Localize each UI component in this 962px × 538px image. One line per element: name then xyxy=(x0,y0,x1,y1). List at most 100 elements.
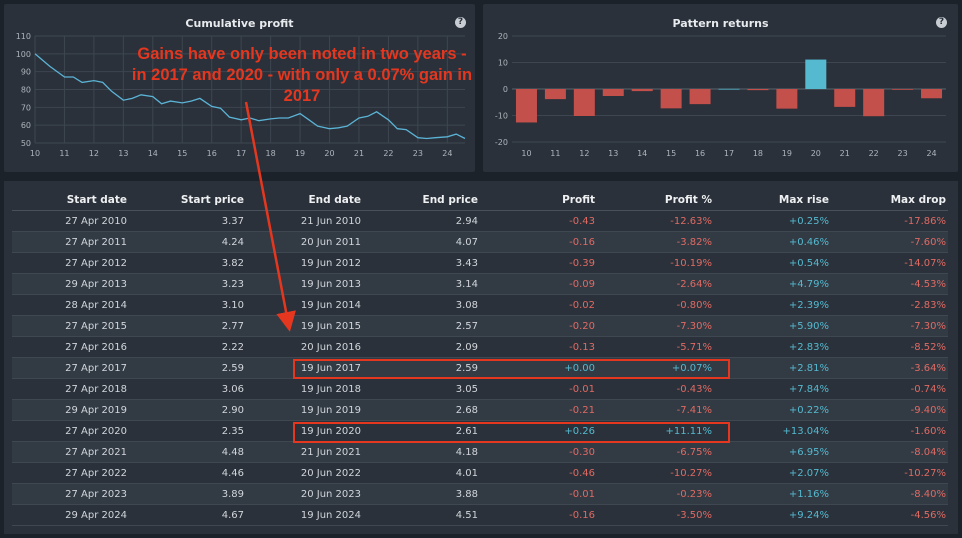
table-cell: -4.53% xyxy=(831,273,948,295)
table-cell: 27 Apr 2011 xyxy=(12,231,129,253)
table-cell: 4.18 xyxy=(363,441,480,463)
bar xyxy=(834,89,856,107)
table-cell: +0.00 xyxy=(480,357,597,379)
x-tick-label: 22 xyxy=(383,149,393,158)
table-cell: +2.83% xyxy=(714,336,831,358)
table-cell: -12.63% xyxy=(597,210,714,232)
table-cell: -14.07% xyxy=(831,252,948,274)
table-cell: 27 Apr 2023 xyxy=(12,483,129,505)
table-cell: 27 Apr 2017 xyxy=(12,357,129,379)
table-header-row: Start date Start price End date End price Pr… xyxy=(12,190,948,211)
table-cell: +4.79% xyxy=(714,273,831,295)
table-cell: 19 Jun 2017 xyxy=(246,357,363,379)
column-header[interactable]: Max drop xyxy=(831,190,948,211)
table-row: 27 Apr 2023 3.89 20 Jun 2023 3.88 -0.01 -0.23… xyxy=(12,483,948,505)
x-tick-label: 10 xyxy=(30,149,40,158)
table-cell: 4.46 xyxy=(129,462,246,484)
table-cell: -0.23% xyxy=(597,483,714,505)
table-cell: 21 Jun 2010 xyxy=(246,210,363,232)
help-icon[interactable]: ? xyxy=(936,17,947,28)
table-cell: -8.52% xyxy=(831,336,948,358)
table-cell: 4.24 xyxy=(129,231,246,253)
table-cell: 2.22 xyxy=(129,336,246,358)
table-cell: 19 Jun 2024 xyxy=(246,504,363,526)
table-cell: 3.05 xyxy=(363,378,480,400)
table-cell: 2.09 xyxy=(363,336,480,358)
column-header[interactable]: Start price xyxy=(129,190,246,211)
bar xyxy=(776,89,798,109)
table-cell: 2.57 xyxy=(363,315,480,337)
table-row: 27 Apr 2015 2.77 19 Jun 2015 2.57 -0.20 -7.30… xyxy=(12,315,948,337)
column-header[interactable]: Start date xyxy=(12,190,129,211)
column-header[interactable]: Profit xyxy=(480,190,597,211)
table-cell: -8.40% xyxy=(831,483,948,505)
table-cell: +2.81% xyxy=(714,357,831,379)
x-tick-label: 12 xyxy=(89,149,99,158)
table-cell: 4.48 xyxy=(129,441,246,463)
table-cell: 20 Jun 2011 xyxy=(246,231,363,253)
table-cell: 28 Apr 2014 xyxy=(12,294,129,316)
table-cell: -3.50% xyxy=(597,504,714,526)
y-tick-label: 10 xyxy=(498,59,508,68)
column-header[interactable]: End price xyxy=(363,190,480,211)
table-cell: 3.37 xyxy=(129,210,246,232)
bar xyxy=(689,89,711,105)
x-tick-label: 11 xyxy=(59,149,69,158)
x-tick-label: 17 xyxy=(724,149,734,158)
x-tick-label: 10 xyxy=(521,149,531,158)
table-row: 27 Apr 2017 2.59 19 Jun 2017 2.59 +0.00 +0.07… xyxy=(12,357,948,379)
y-tick-label: 20 xyxy=(498,32,508,41)
table-cell: -10.27% xyxy=(597,462,714,484)
results-table: Start date Start price End date End price Pr… xyxy=(12,190,948,526)
column-header[interactable]: Profit % xyxy=(597,190,714,211)
table-cell: 29 Apr 2024 xyxy=(12,504,129,526)
table-cell: 3.88 xyxy=(363,483,480,505)
table-row: 27 Apr 2010 3.37 21 Jun 2010 2.94 -0.43 -12.6… xyxy=(12,210,948,232)
x-tick-label: 13 xyxy=(118,149,128,158)
x-tick-label: 20 xyxy=(324,149,334,158)
x-tick-label: 13 xyxy=(608,149,618,158)
table-cell: 27 Apr 2022 xyxy=(12,462,129,484)
x-tick-label: 11 xyxy=(550,149,560,158)
x-tick-label: 21 xyxy=(840,149,850,158)
table-cell: -0.16 xyxy=(480,504,597,526)
help-icon[interactable]: ? xyxy=(455,17,466,28)
annotation-arrow-line xyxy=(244,101,296,332)
y-tick-label: 80 xyxy=(21,86,31,95)
pattern-returns-chart: -20 -10 0 10 20 10 11 12 13 14 15 16 17 18 19 20 21 22 23 2… xyxy=(495,32,946,158)
series-line xyxy=(34,53,466,140)
table-cell: +6.95% xyxy=(714,441,831,463)
table-cell: -1.60% xyxy=(831,420,948,442)
column-header[interactable]: Max rise xyxy=(714,190,831,211)
table-cell: -0.43% xyxy=(597,378,714,400)
table-row: 27 Apr 2020 2.35 19 Jun 2020 2.61 +0.26 +11.1… xyxy=(12,420,948,442)
table-cell: 27 Apr 2010 xyxy=(12,210,129,232)
x-tick-label: 18 xyxy=(266,149,276,158)
table-cell: +2.39% xyxy=(714,294,831,316)
annotation-text: Gains have only been noted in two years … xyxy=(131,45,473,105)
table-cell: 19 Jun 2014 xyxy=(246,294,363,316)
table-cell: 20 Jun 2022 xyxy=(246,462,363,484)
table-cell: 3.10 xyxy=(129,294,246,316)
table-cell: 2.68 xyxy=(363,399,480,421)
table-cell: 4.07 xyxy=(363,231,480,253)
table-cell: 2.59 xyxy=(363,357,480,379)
table-cell: +13.04% xyxy=(714,420,831,442)
cumulative-profit-title: Cumulative profit xyxy=(185,17,294,30)
table-cell: 2.90 xyxy=(129,399,246,421)
table-cell: -10.19% xyxy=(597,252,714,274)
x-tick-label: 24 xyxy=(442,149,452,158)
bar xyxy=(544,89,566,100)
table-cell: 27 Apr 2018 xyxy=(12,378,129,400)
table-cell: 2.94 xyxy=(363,210,480,232)
table-cell: -3.64% xyxy=(831,357,948,379)
bar xyxy=(892,89,914,90)
table-cell: 3.82 xyxy=(129,252,246,274)
table-cell: 20 Jun 2016 xyxy=(246,336,363,358)
x-tick-label: 24 xyxy=(926,149,936,158)
column-header[interactable]: End date xyxy=(246,190,363,211)
table-cell: -0.16 xyxy=(480,231,597,253)
table-cell: -17.86% xyxy=(831,210,948,232)
table-cell: 20 Jun 2023 xyxy=(246,483,363,505)
